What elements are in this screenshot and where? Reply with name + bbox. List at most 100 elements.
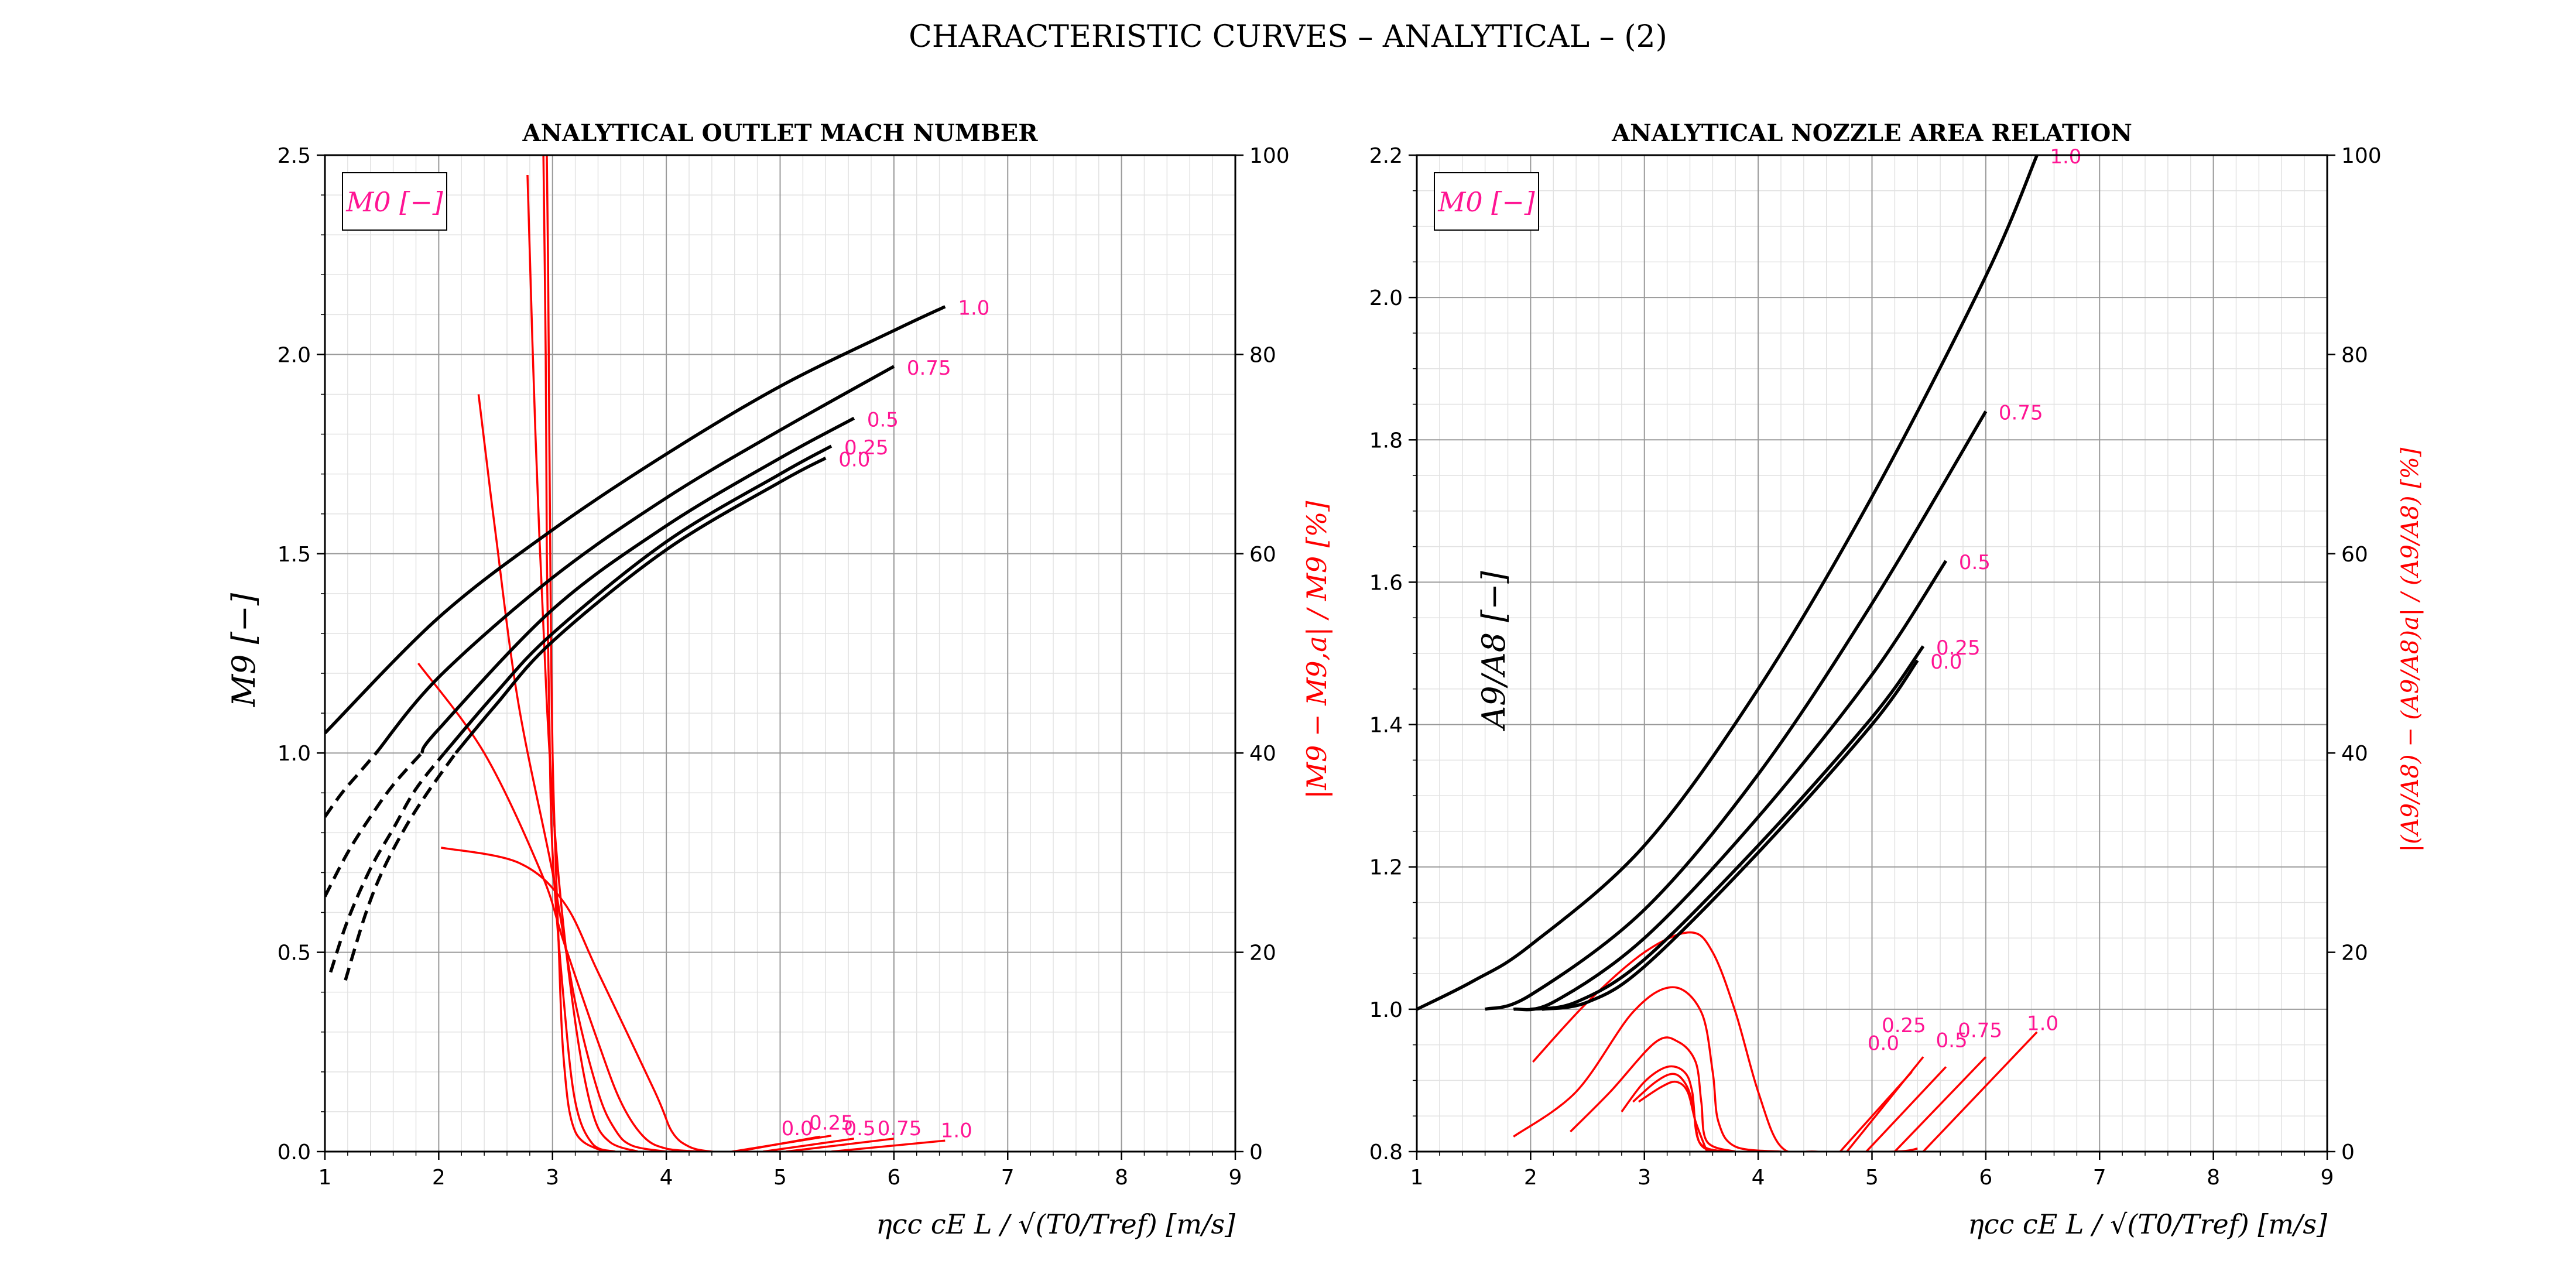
y-tick-label: 0.0 xyxy=(278,1140,311,1164)
y-tick-label: 2.2 xyxy=(1369,144,1403,168)
deviation-curve xyxy=(1570,1036,1736,1152)
series-label-0.75: 0.75 xyxy=(1999,402,2043,425)
series-line-0.25 xyxy=(443,444,833,754)
y2-tick-label: 40 xyxy=(1249,742,1276,766)
axes-frame xyxy=(1416,154,2328,1153)
y-tick-label: 1.8 xyxy=(1369,429,1403,453)
y2-axis-label: |(A9/A8) − (A9/A8)a| / (A9/A8) [%] xyxy=(2397,447,2424,852)
y2-tick-label: 20 xyxy=(1249,941,1276,965)
y-tick-label: 1.0 xyxy=(278,742,311,766)
legend-text: M0 [−] xyxy=(1437,186,1534,218)
x-tick-label: 1 xyxy=(1410,1166,1424,1190)
deviation-label-0.75: 0.75 xyxy=(1958,1019,2002,1042)
series-label-1.0: 1.0 xyxy=(2050,145,2081,169)
y-tick-label: 0.5 xyxy=(278,941,311,965)
legend-frame xyxy=(1434,172,1539,231)
panel-area-relation: 1 2 3 4 5 6 7 8 9 0.8 1.0 1.2 1.4 1.6 1.8 2.0 2.2 0 20 40 60… xyxy=(1369,119,2424,1240)
series-label-0.25: 0.25 xyxy=(1936,636,1981,660)
x-tick-label: 2 xyxy=(432,1166,446,1190)
y2-tick-label: 80 xyxy=(1249,343,1276,367)
series-line-0.0 xyxy=(454,456,827,754)
legend-box: M0 [−] xyxy=(342,172,447,231)
y2-tick-label: 20 xyxy=(2341,941,2368,965)
y-tick-label: 1.0 xyxy=(1369,998,1403,1022)
deviation-label-0.75: 0.75 xyxy=(878,1117,922,1140)
series-line-1.0 xyxy=(325,305,946,735)
deviation-curve xyxy=(542,155,616,1152)
deviation-label-0.0: 0.0 xyxy=(1868,1032,1899,1055)
y2-tick-label: 60 xyxy=(1249,543,1276,567)
deviation-curve xyxy=(1513,986,1782,1152)
series-line-0.5 xyxy=(420,416,855,754)
x-tick-label: 2 xyxy=(1524,1166,1537,1190)
x-tick-label: 6 xyxy=(1979,1166,1992,1190)
x-tick-label: 3 xyxy=(546,1166,559,1190)
panel-title: ANALYTICAL OUTLET MACH NUMBER xyxy=(522,119,1038,147)
x-tick-label: 8 xyxy=(1115,1166,1128,1190)
deviation-line-0.75 xyxy=(1894,1056,1987,1152)
deviation-label-1.0: 1.0 xyxy=(2027,1012,2058,1035)
series-dashed-0.25 xyxy=(329,752,446,973)
y-tick-label: 1.5 xyxy=(278,543,311,567)
legend-frame xyxy=(342,172,447,231)
series-label-0.0: 0.0 xyxy=(838,448,870,471)
deviation-label-0.5: 0.5 xyxy=(844,1117,876,1140)
deviation-curve xyxy=(526,174,639,1152)
y-axis-label: M9 [−] xyxy=(225,592,262,707)
y2-tick-label: 100 xyxy=(1249,144,1290,168)
series-line-0.5 xyxy=(1513,560,1948,1012)
x-tick-label: 5 xyxy=(1865,1166,1879,1190)
panel-mach-number: 1 2 3 4 5 6 7 8 9 0.0 0.5 1.0 1.5 2.0 2.5 0 20 40 60 80 100 1… xyxy=(225,119,1332,1240)
figure-title: CHARACTERISTIC CURVES – ANALYTICAL – (2) xyxy=(909,19,1667,54)
legend-box: M0 [−] xyxy=(1434,172,1539,231)
deviation-line-1.0 xyxy=(1922,1031,2038,1152)
deviation-curve xyxy=(1532,931,1918,1152)
deviation-label-0.25: 0.25 xyxy=(809,1112,854,1135)
y-axis-label: A9/A8 [−] xyxy=(1475,570,1512,731)
deviation-curve xyxy=(1621,1065,1725,1152)
series-line-1.0 xyxy=(1417,155,2039,1011)
x-tick-label: 6 xyxy=(887,1166,900,1190)
deviation-curve xyxy=(1632,1073,1714,1152)
y2-axis-label: |M9 − M9,a| / M9 [%] xyxy=(1301,501,1332,799)
y-tick-label: 1.6 xyxy=(1369,571,1403,595)
x-tick-label: 9 xyxy=(1229,1166,1242,1190)
y2-tick-label: 60 xyxy=(2341,543,2368,567)
axes-frame xyxy=(324,154,1236,1153)
deviation-curve xyxy=(546,155,605,1152)
series-label-0.5: 0.5 xyxy=(1959,551,1991,574)
series-label-1.0: 1.0 xyxy=(958,297,989,320)
panel-title: ANALYTICAL NOZZLE AREA RELATION xyxy=(1611,119,2132,147)
deviation-line-0.25 xyxy=(732,1135,832,1152)
x-tick-label: 4 xyxy=(660,1166,673,1190)
series-label-0.75: 0.75 xyxy=(907,357,951,380)
series-dashed-0.5 xyxy=(325,752,423,898)
x-tick-label: 4 xyxy=(1752,1166,1765,1190)
plot-area xyxy=(325,155,946,1152)
deviation-label-0.0: 0.0 xyxy=(782,1117,813,1140)
deviation-curve xyxy=(440,847,735,1152)
series-label-0.0: 0.0 xyxy=(1930,650,1962,674)
x-tick-label: 7 xyxy=(2093,1166,2106,1190)
x-tick-label: 9 xyxy=(2321,1166,2334,1190)
y2-tick-label: 0 xyxy=(1249,1140,1263,1164)
series-line-0.0 xyxy=(1542,659,1919,1011)
y-tick-label: 1.4 xyxy=(1369,714,1403,738)
y-tick-label: 0.8 xyxy=(1369,1140,1403,1164)
series-line-0.25 xyxy=(1530,645,1925,1011)
x-axis-label: ηcc cE L / √(T0/Tref) [m/s] xyxy=(1968,1208,2327,1240)
series-dashed-0.0 xyxy=(344,752,457,981)
deviation-line-0.5 xyxy=(763,1138,855,1152)
legend-text: M0 [−] xyxy=(345,186,443,218)
deviation-label-0.25: 0.25 xyxy=(1882,1014,1926,1037)
x-axis-label: ηcc cE L / √(T0/Tref) [m/s] xyxy=(876,1208,1235,1240)
deviation-label-0.5: 0.5 xyxy=(1936,1029,1968,1052)
series-line-0.75 xyxy=(1484,410,1988,1011)
x-tick-label: 7 xyxy=(1001,1166,1015,1190)
y-tick-label: 2.0 xyxy=(278,343,311,367)
series-label-0.5: 0.5 xyxy=(867,408,899,431)
x-tick-label: 3 xyxy=(1638,1166,1651,1190)
x-tick-label: 5 xyxy=(773,1166,787,1190)
deviation-line-0.5 xyxy=(1865,1066,1947,1152)
